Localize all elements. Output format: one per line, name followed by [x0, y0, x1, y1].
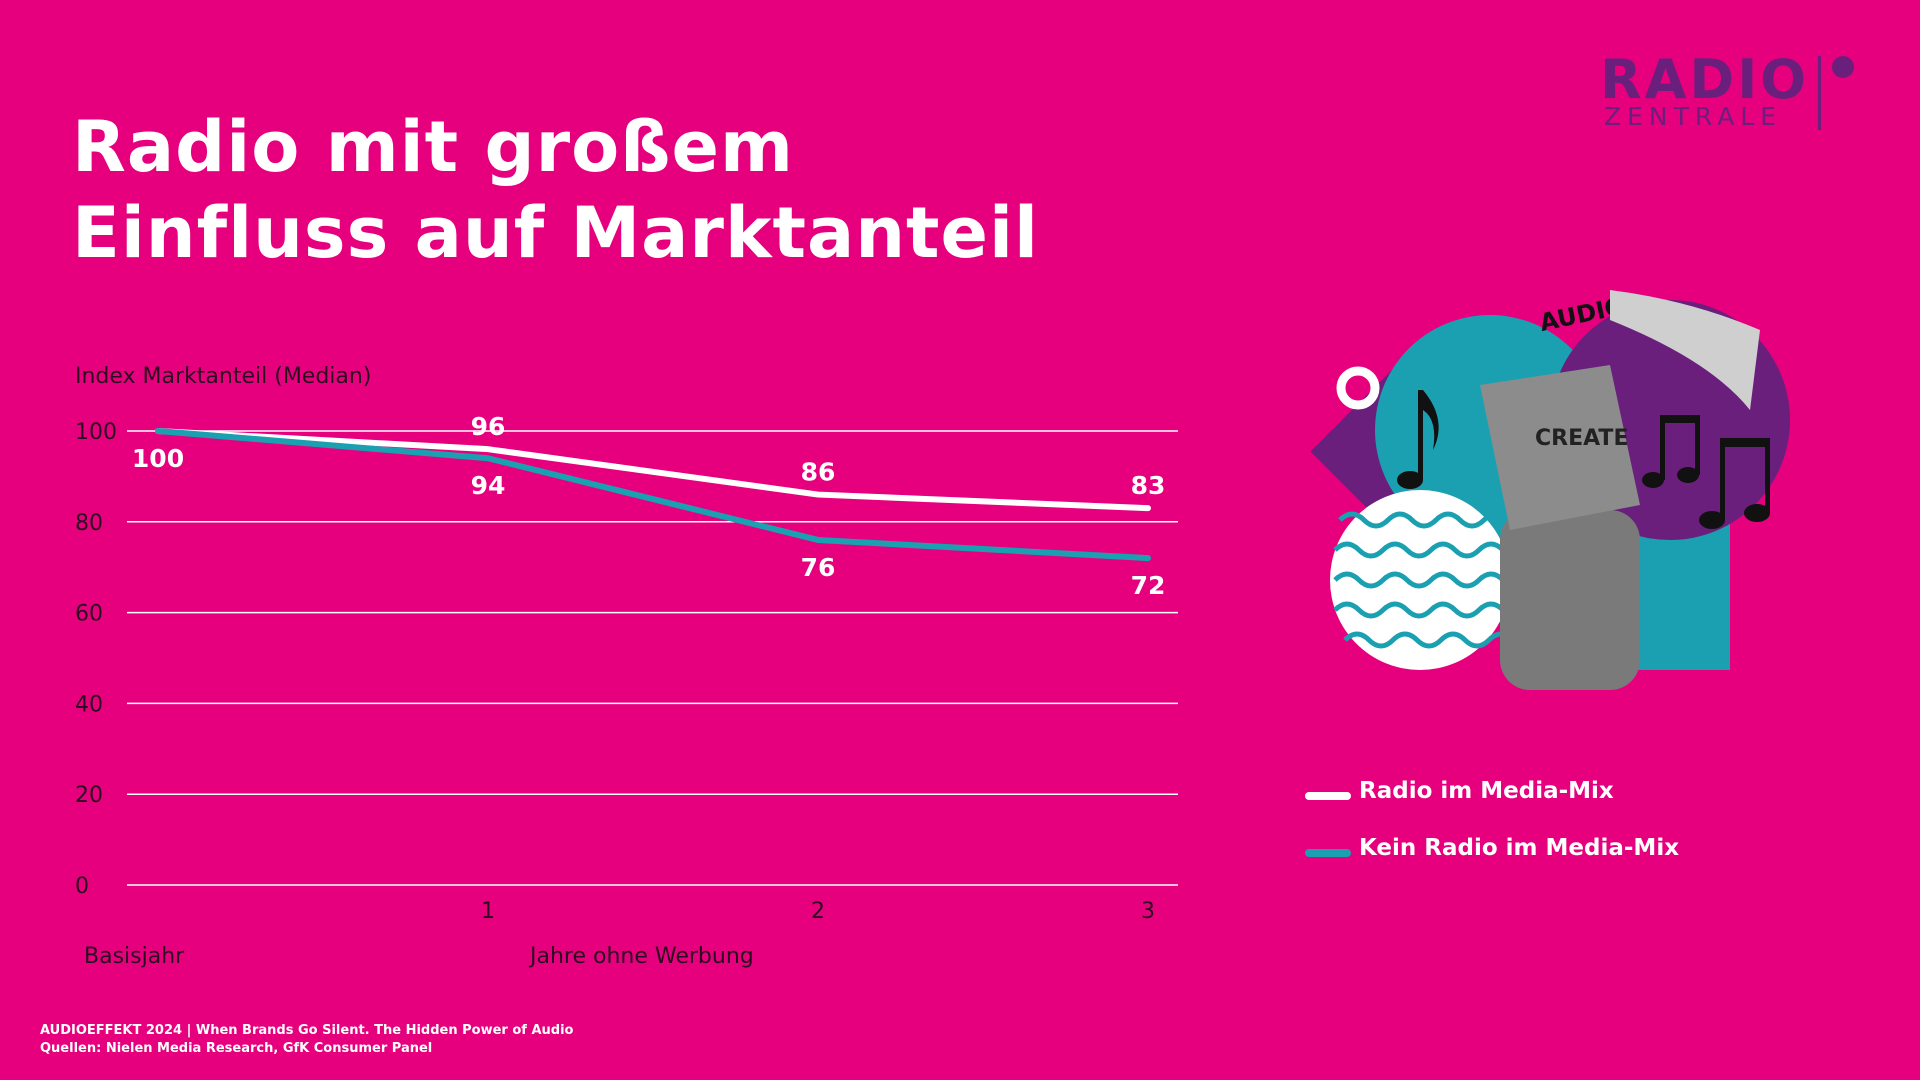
radiozentrale-logo: RADIO ZENTRALE [1600, 50, 1880, 140]
box-label: CREATE [1535, 426, 1628, 451]
legend-swatch-radio [1305, 792, 1351, 800]
title-line-1: Radio mit großem [72, 106, 794, 188]
legend-label-radio: Radio im Media-Mix [1359, 778, 1614, 804]
double-music-note-icon [1642, 415, 1770, 529]
data-label-s1-2: 76 [801, 553, 836, 582]
footer-line-2: Quellen: Nielen Media Research, GfK Cons… [40, 1041, 433, 1056]
title-line-2: Einfluss auf Marktanteil [72, 192, 1039, 274]
logo-divider [1818, 56, 1821, 130]
cardboard-box-shape [1480, 365, 1640, 530]
x-axis-label: Jahre ohne Werbung [530, 944, 754, 969]
series-line-1 [155, 428, 1151, 562]
ring-icon [1336, 366, 1380, 410]
music-note-icon [1397, 390, 1439, 489]
arm-shape [1610, 290, 1760, 410]
x-tick-label-2: 2 [811, 899, 825, 924]
legend-label-no-radio: Kein Radio im Media-Mix [1359, 835, 1680, 861]
logo-dot-icon [1832, 56, 1854, 78]
y-tick-label-0: 0 [75, 874, 89, 899]
data-label-s1-0: 100 [132, 444, 184, 473]
y-tick-label-100: 100 [75, 420, 117, 445]
person-body-shape [1500, 510, 1640, 690]
y-axis-label: Index Marktanteil (Median) [75, 364, 372, 389]
x-tick-label-1: 1 [481, 899, 495, 924]
data-label-s1-1: 94 [471, 471, 506, 500]
y-tick-label-60: 60 [75, 602, 103, 627]
x-tick-label-3: 3 [1141, 899, 1155, 924]
wave-pattern [1333, 511, 1529, 649]
logo-text-zentrale: ZENTRALE [1604, 102, 1783, 131]
data-label-s0-1: 96 [471, 412, 506, 441]
wave-circle-shape [1330, 490, 1510, 670]
decorative-illustration: CREATE AUDIO [1310, 290, 1790, 690]
page-title: Radio mit großem Einfluss auf Marktantei… [72, 104, 1039, 276]
x-start-label: Basisjahr [84, 944, 185, 969]
series-line-0 [155, 428, 1151, 512]
legend-swatch-no-radio [1305, 849, 1351, 857]
data-label-s1-3: 72 [1131, 571, 1166, 600]
source-footer: AUDIOEFFEKT 2024 | When Brands Go Silent… [40, 1022, 573, 1058]
logo-text-radio: RADIO [1600, 48, 1810, 111]
y-tick-label-40: 40 [75, 692, 103, 717]
y-tick-label-20: 20 [75, 783, 103, 808]
footer-line-1: AUDIOEFFEKT 2024 | When Brands Go Silent… [40, 1023, 574, 1038]
y-tick-label-80: 80 [75, 511, 103, 536]
data-label-s0-2: 86 [801, 458, 836, 487]
data-label-s0-3: 83 [1131, 471, 1166, 500]
